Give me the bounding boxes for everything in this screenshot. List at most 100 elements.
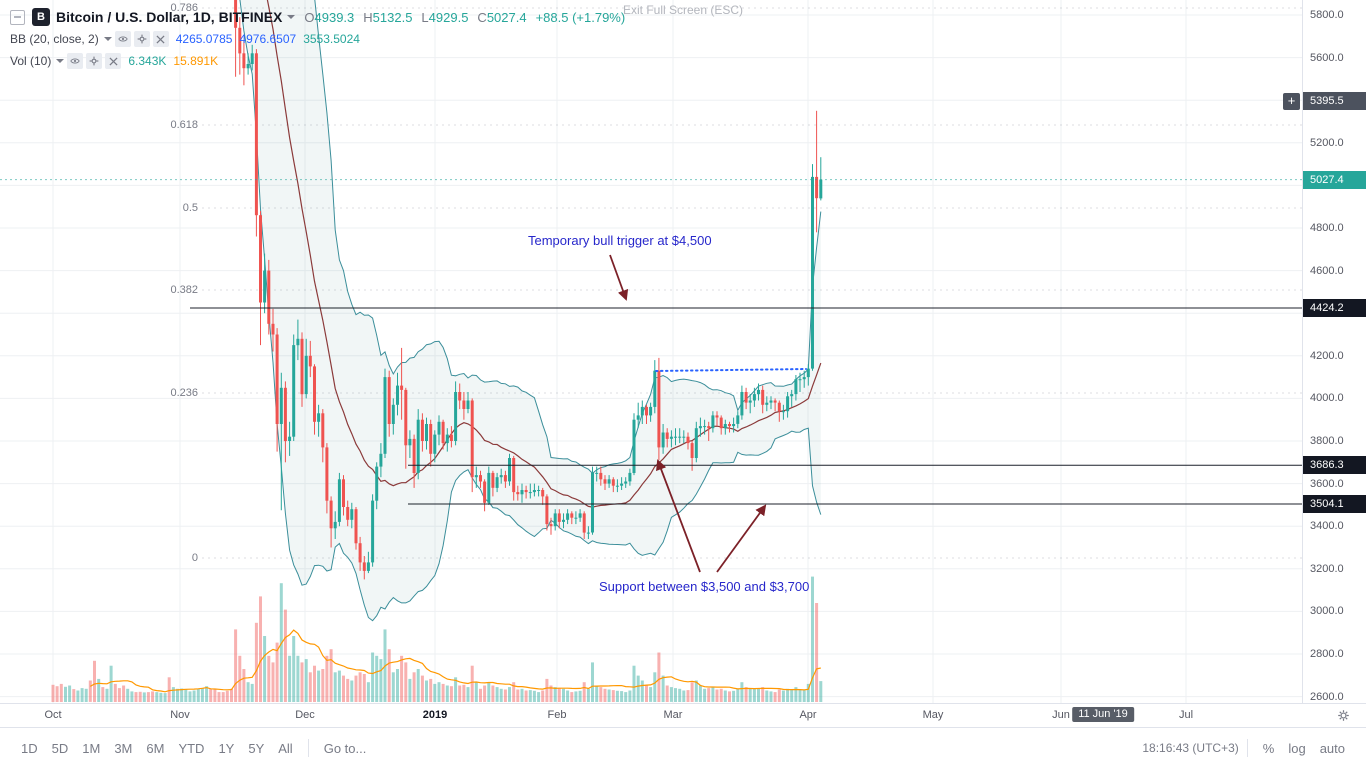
fib-level-label: 0 bbox=[191, 552, 198, 564]
toolbar-divider bbox=[1246, 739, 1248, 757]
hline-price-label: 4424.2 bbox=[1303, 299, 1366, 318]
time-axis-label: Oct bbox=[44, 709, 62, 721]
gear-icon bbox=[89, 56, 99, 66]
close-icon bbox=[156, 34, 165, 44]
price-tick-label: 5800.0 bbox=[1310, 9, 1344, 21]
range-button-1d[interactable]: 1D bbox=[14, 737, 45, 760]
indicator-row: BB (20, close, 2) 4265.0785 4976.6507 3553.… bbox=[10, 28, 625, 50]
indicator-value: 15.891K bbox=[173, 54, 219, 68]
price-chart[interactable] bbox=[0, 0, 1302, 703]
date-marker-badge[interactable]: 11 Jun '19 bbox=[1072, 707, 1134, 722]
price-tick-label: 5600.0 bbox=[1310, 51, 1344, 64]
range-button-5d[interactable]: 5D bbox=[45, 737, 76, 760]
goto-button[interactable]: Go to... bbox=[317, 737, 374, 760]
indicator-value: 4265.0785 bbox=[175, 32, 233, 46]
toolbar-divider bbox=[307, 739, 309, 757]
price-change: +88.5 (+1.79%) bbox=[535, 9, 626, 25]
chevron-down-icon[interactable] bbox=[287, 15, 296, 19]
symbol-title[interactable]: Bitcoin / U.S. Dollar, 1D, BITFINEX bbox=[56, 9, 283, 25]
time-axis-label: 2019 bbox=[422, 709, 448, 721]
gear-icon bbox=[137, 34, 147, 44]
clock-time[interactable]: 18:16:43 (UTC+3) bbox=[1142, 741, 1239, 755]
exit-fullscreen-hint[interactable]: Exit Full Screen (ESC) bbox=[622, 3, 744, 17]
time-axis-label: Apr bbox=[799, 709, 817, 721]
indicator-value: 3553.5024 bbox=[303, 32, 360, 46]
range-button-1m[interactable]: 1M bbox=[75, 737, 107, 760]
ohlc-letter: L bbox=[421, 9, 429, 25]
scale-button-%[interactable]: % bbox=[1256, 737, 1282, 760]
indicator-remove-button[interactable] bbox=[105, 53, 122, 69]
ohlc-letter: H bbox=[363, 9, 373, 25]
indicator-settings-button[interactable] bbox=[86, 53, 103, 69]
price-tick-label: 3400.0 bbox=[1310, 520, 1344, 533]
ohlc-letter: C bbox=[477, 9, 487, 25]
time-axis-label: May bbox=[922, 709, 944, 721]
price-tick-label: 3800.0 bbox=[1310, 435, 1344, 447]
ohlc-value: 4939.3 bbox=[314, 9, 355, 25]
hline-price-label: 3686.3 bbox=[1303, 456, 1366, 475]
time-axis-label: Dec bbox=[295, 709, 315, 721]
date-range-buttons: 1D 5D 1M 3M 6M YTD 1Y 5Y All bbox=[14, 737, 300, 760]
indicator-title[interactable]: Vol (10) bbox=[10, 54, 52, 68]
annotation-text-bull-trigger[interactable]: Temporary bull trigger at $4,500 bbox=[528, 233, 712, 248]
range-button-all[interactable]: All bbox=[271, 737, 299, 760]
indicator-visibility-button[interactable] bbox=[114, 31, 131, 47]
time-axis-label: Mar bbox=[663, 709, 683, 721]
minus-icon bbox=[14, 16, 21, 18]
eye-icon bbox=[118, 36, 128, 42]
gear-icon[interactable] bbox=[1337, 709, 1350, 727]
range-button-5y[interactable]: 5Y bbox=[241, 737, 271, 760]
indicator-visibility-button[interactable] bbox=[67, 53, 84, 69]
scale-buttons: % log auto bbox=[1256, 737, 1352, 760]
range-button-1y[interactable]: 1Y bbox=[211, 737, 241, 760]
range-button-6m[interactable]: 6M bbox=[139, 737, 171, 760]
range-button-3m[interactable]: 3M bbox=[107, 737, 139, 760]
chevron-down-icon bbox=[56, 59, 65, 63]
price-tick-label: 5200.0 bbox=[1310, 136, 1344, 149]
bitcoin-logo-icon: B bbox=[32, 8, 50, 26]
time-axis-label: Feb bbox=[547, 709, 567, 721]
price-tick-label: 4200.0 bbox=[1310, 349, 1344, 362]
time-axis-label: Jul bbox=[1178, 709, 1194, 721]
legend-collapse-button[interactable] bbox=[10, 9, 25, 25]
bottom-toolbar: 1D 5D 1M 3M 6M YTD 1Y 5Y All Go to... 18:16:43 (… bbox=[0, 727, 1366, 768]
price-tick-label: 3600.0 bbox=[1310, 477, 1344, 490]
fib-level-label: 0.5 bbox=[182, 202, 198, 214]
fib-level-label: 0.786 bbox=[170, 2, 198, 14]
ohlc-letter: O bbox=[304, 9, 315, 25]
price-tick-label: 3200.0 bbox=[1310, 562, 1344, 575]
scale-button-log[interactable]: log bbox=[1281, 737, 1312, 760]
fib-level-label: 0.236 bbox=[170, 387, 198, 399]
indicator-remove-button[interactable] bbox=[152, 31, 169, 47]
indicator-value: 4976.6507 bbox=[239, 32, 297, 46]
indicator-legend-rows: BB (20, close, 2) 4265.0785 4976.6507 3553.… bbox=[10, 28, 625, 72]
indicator-title[interactable]: BB (20, close, 2) bbox=[10, 32, 99, 46]
toolbar-left-group: 1D 5D 1M 3M 6M YTD 1Y 5Y All Go to... bbox=[14, 737, 373, 760]
eye-icon bbox=[70, 58, 81, 64]
time-axis-label: Nov bbox=[170, 709, 190, 721]
price-tick-label: 4000.0 bbox=[1310, 392, 1344, 405]
ohlc-value: 4929.5 bbox=[428, 9, 469, 25]
close-icon bbox=[109, 56, 118, 66]
fib-level-label: 0.382 bbox=[170, 284, 198, 296]
annotation-text-support[interactable]: Support between $3,500 and $3,700 bbox=[599, 579, 810, 594]
price-tick-label: 4600.0 bbox=[1310, 264, 1344, 277]
indicator-value: 6.343K bbox=[128, 54, 167, 68]
range-button-ytd[interactable]: YTD bbox=[171, 737, 211, 760]
price-tick-label: 4800.0 bbox=[1310, 222, 1344, 234]
hline-price-label: 3504.1 bbox=[1303, 495, 1366, 514]
time-axis-label: Jun bbox=[1052, 709, 1070, 721]
toolbar-right-group: 18:16:43 (UTC+3) % log auto bbox=[1142, 737, 1352, 760]
indicator-settings-button[interactable] bbox=[133, 31, 150, 47]
time-axis[interactable]: Oct Nov Dec 2019 Feb Mar Apr May Jun Jul 11 Jun '1… bbox=[0, 703, 1366, 727]
crosshair-price-label: 5395.5 bbox=[1303, 92, 1366, 111]
scale-button-auto[interactable]: auto bbox=[1313, 737, 1352, 760]
chevron-down-icon bbox=[103, 37, 112, 41]
price-tick-label: 2600.0 bbox=[1310, 690, 1344, 703]
price-tick-label: 2800.0 bbox=[1310, 648, 1344, 660]
price-axis[interactable]: 5800.0 5600.0 5200.0 4800.0 4600.0 4200.0 4000… bbox=[1302, 0, 1366, 703]
add-alert-plus-button[interactable]: + bbox=[1283, 93, 1300, 110]
price-tick-label: 3000.0 bbox=[1310, 605, 1344, 618]
